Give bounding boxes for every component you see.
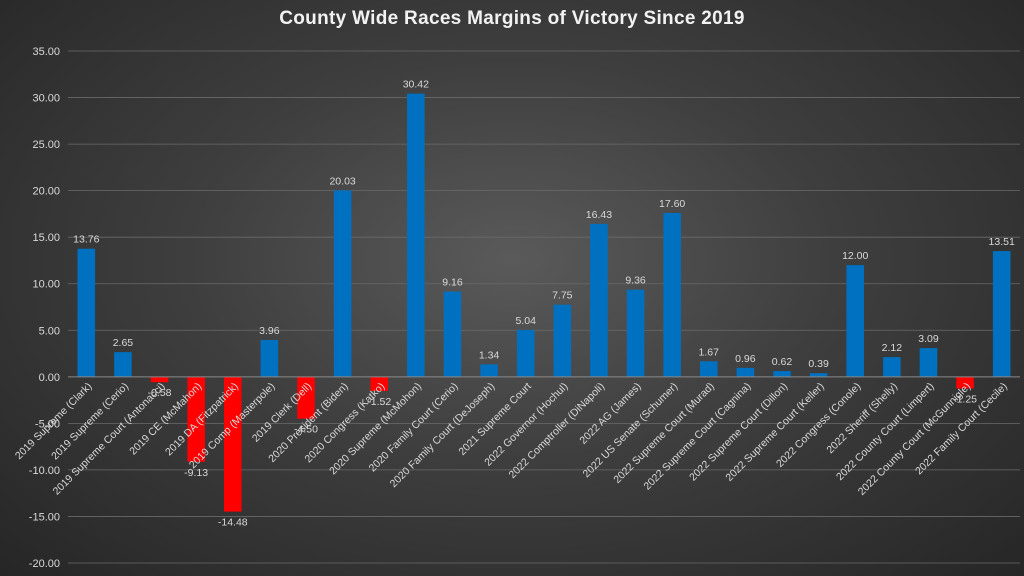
data-label: 7.75 [552,290,573,302]
data-label: 9.36 [625,275,646,287]
bar [846,265,865,377]
data-label: -4.50 [294,424,318,436]
bar [736,367,755,377]
chart-title: County Wide Races Margins of Victory Sin… [279,8,745,29]
bar [699,361,718,377]
y-tick-label: 20.00 [32,186,60,198]
bar [114,352,132,377]
bar [407,93,425,377]
data-label: 2.12 [882,342,903,354]
data-label: -1.25 [953,393,977,405]
y-tick-label: -15.00 [29,511,60,523]
data-label: 5.04 [515,315,536,327]
data-label: 2.65 [113,337,134,349]
bar [297,376,315,419]
data-label: 12.00 [842,250,868,262]
data-label: 1.34 [479,349,500,361]
data-label: 13.76 [73,234,99,246]
data-label: -9.13 [184,467,208,479]
data-label: 9.16 [442,277,463,289]
bar [809,373,828,377]
bar [663,212,681,377]
bar [480,364,498,377]
y-tick-label: -5.00 [35,418,60,430]
bar [223,376,242,512]
bar [516,329,535,377]
data-label: -14.48 [218,517,248,529]
y-tick-label: -10.00 [29,465,60,477]
bar [77,248,96,377]
data-label: 16.43 [586,209,612,221]
y-tick-label: 0.00 [39,372,60,384]
bar [956,376,974,389]
bar [187,376,205,462]
y-tick-label: 10.00 [32,279,60,291]
bar [626,289,645,377]
bars [77,93,1011,512]
bar [370,376,389,391]
bar [919,348,938,377]
bar [260,339,279,377]
y-tick-label: 15.00 [32,232,60,244]
data-label: 30.42 [403,79,429,91]
y-axis-ticks: -20.00 -15.00 -10.00 -5.00 0.00 5.00 10.00 15.0… [29,46,60,570]
bar [590,223,608,377]
x-tick-label: 2022 Sheriff (Shelly) [824,380,900,456]
y-tick-label: 35.00 [32,46,60,58]
data-label: 13.51 [989,236,1015,248]
bar [773,371,791,377]
y-tick-label: 25.00 [32,139,60,151]
data-label: 0.62 [772,356,793,368]
bar [150,376,169,383]
bar [553,304,572,377]
data-label: 17.60 [659,198,685,210]
gridlines [68,50,1020,564]
data-label: 3.09 [918,333,939,345]
bar [883,357,901,377]
data-label: 1.67 [699,346,720,358]
y-tick-label: 5.00 [39,325,60,337]
data-label: -1.52 [367,396,391,408]
data-label: 0.96 [735,353,756,365]
data-label: -0.58 [148,387,172,399]
data-labels: 13.76 2.65 -0.58 -9.13 -14.48 3.96 -4.50 20.03 -… [73,79,1015,529]
y-tick-label: 30.00 [32,93,60,105]
y-tick-label: -20.00 [29,558,60,570]
bar [992,251,1011,377]
data-label: 20.03 [329,175,355,187]
data-label: 3.96 [259,325,280,337]
bar [333,190,352,377]
data-label: 0.39 [808,358,829,370]
bar [443,291,462,377]
